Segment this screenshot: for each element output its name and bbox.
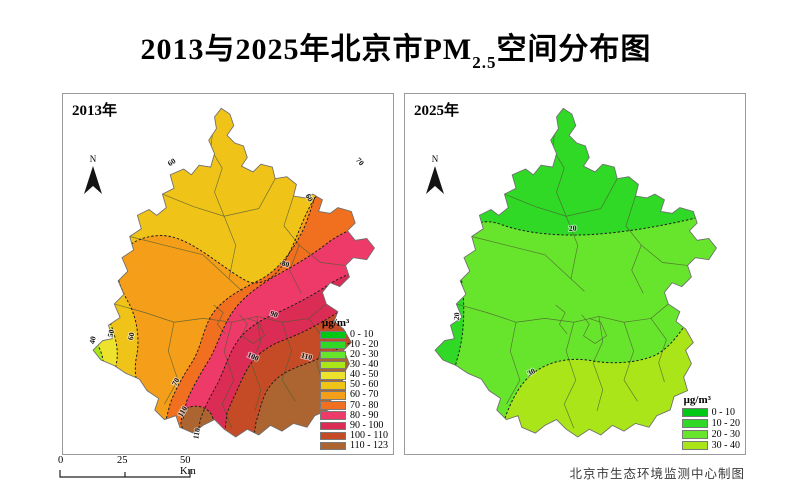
- legend-label: 50 - 60: [350, 379, 379, 391]
- legend-label: 100 - 110: [350, 429, 388, 441]
- legend-label: 10 - 20: [711, 417, 740, 429]
- contour-value-label: 80: [281, 259, 291, 270]
- title-text-2: 空间分布图: [496, 33, 652, 66]
- legend-swatch: [320, 360, 347, 370]
- legend-item: 40 - 50: [320, 370, 388, 380]
- legend-swatch: [320, 371, 347, 380]
- legend-item: 20 - 30: [681, 428, 740, 440]
- legend-item: 10 - 20: [320, 340, 388, 350]
- legend-item: 80 - 90: [320, 409, 388, 421]
- legend-label: 110 - 123: [350, 439, 388, 451]
- legend-swatch: [681, 430, 708, 439]
- legend-2025: μg/m³ 0 - 10 10 - 20 20 - 30 30 - 40: [681, 394, 740, 451]
- legend-label: 90 - 100: [350, 419, 384, 431]
- legend-label: 20 - 30: [350, 349, 379, 361]
- legend-swatch: [320, 421, 347, 431]
- scale-tick-25: 25: [117, 455, 128, 466]
- legend-swatch: [681, 408, 708, 417]
- legend-item: 70 - 80: [320, 399, 388, 411]
- contour-value-label: 110: [191, 427, 202, 440]
- contour-value-label: 20: [452, 312, 462, 321]
- legend-swatch: [681, 441, 708, 450]
- panel-2013: 2013年 N: [62, 93, 394, 455]
- north-label: N: [90, 154, 97, 164]
- contour-value-label: 110: [300, 351, 313, 362]
- legend-swatch: [320, 350, 347, 360]
- legend-title: μg/m³: [322, 316, 350, 329]
- legend-rows: 0 - 10 10 - 20 20 - 30 30 - 40: [681, 406, 740, 451]
- figure-title: 2013与2025年北京市PM2.5空间分布图: [0, 24, 792, 72]
- contour-value-label: 50: [106, 328, 116, 338]
- legend-swatch: [320, 340, 347, 350]
- legend-swatch: [320, 441, 347, 451]
- contour-value-label: 20: [569, 223, 577, 233]
- legend-label: 80 - 90: [350, 409, 379, 421]
- legend-swatch: [320, 401, 347, 410]
- year-label-2025: 2025年: [414, 103, 460, 119]
- legend-swatch: [681, 419, 708, 428]
- north-label: N: [432, 154, 439, 164]
- legend-item: 100 - 110: [320, 429, 388, 441]
- legend-label: 40 - 50: [350, 369, 379, 381]
- legend-label: 0 - 10: [350, 328, 374, 340]
- credit-text: 北京市生态环境监测中心制图: [569, 467, 745, 481]
- scale-bar: 0 25 50 Km: [58, 455, 198, 485]
- legend-label: 20 - 30: [711, 428, 740, 440]
- legend-swatch: [320, 330, 347, 340]
- legend-label: 30 - 40: [711, 439, 740, 451]
- north-arrow: N: [84, 154, 102, 194]
- north-arrow: N: [426, 154, 444, 194]
- legend-item: 90 - 100: [320, 419, 388, 431]
- legend-swatch: [320, 391, 347, 400]
- legend-2013: μg/m³ 0 - 10 10 - 20 20 - 30 30 - 40 40 - 50…: [320, 317, 388, 451]
- legend-label: 10 - 20: [350, 339, 379, 351]
- title-subscript: 2.5: [472, 53, 497, 72]
- legend-item: 10 - 20: [681, 417, 740, 429]
- legend-label: 60 - 70: [350, 389, 379, 401]
- legend-title: μg/m³: [683, 394, 711, 406]
- legend-item: 30 - 40: [681, 439, 740, 451]
- title-text-1: 2013与2025年北京市PM: [140, 33, 473, 66]
- panel-2025: 2025年 N 20 20 30 μg/m³ 0 - 10 10 - 20 20 - 3…: [404, 93, 746, 455]
- contour-value-label: 60: [166, 156, 178, 168]
- legend-item: 110 - 123: [320, 439, 388, 451]
- legend-item: 0 - 10: [320, 328, 388, 340]
- legend-item: 30 - 40: [320, 360, 388, 370]
- legend-item: 60 - 70: [320, 390, 388, 400]
- contour-value-label: 70: [354, 156, 366, 168]
- legend-swatch: [320, 411, 347, 420]
- legend-label: 70 - 80: [350, 399, 379, 411]
- scale-tick-0: 0: [58, 455, 64, 466]
- north-arrow-glyph: [426, 166, 444, 194]
- legend-rows: 0 - 10 10 - 20 20 - 30 30 - 40 40 - 50 50 - 6…: [320, 328, 388, 451]
- contour-value-label: 40: [87, 335, 97, 345]
- legend-label: 30 - 40: [350, 359, 379, 371]
- legend-item: 0 - 10: [681, 406, 740, 418]
- legend-swatch: [320, 381, 347, 390]
- legend-item: 50 - 60: [320, 380, 388, 390]
- legend-swatch: [320, 431, 347, 441]
- contour-value-label: 60: [126, 332, 136, 341]
- legend-label: 0 - 10: [711, 406, 735, 418]
- legend-item: 20 - 30: [320, 350, 388, 360]
- scale-bar-line: [59, 470, 191, 478]
- year-label-2013: 2013年: [72, 103, 118, 119]
- scale-tick-50: 50 Km: [180, 455, 196, 477]
- north-arrow-glyph: [84, 166, 102, 194]
